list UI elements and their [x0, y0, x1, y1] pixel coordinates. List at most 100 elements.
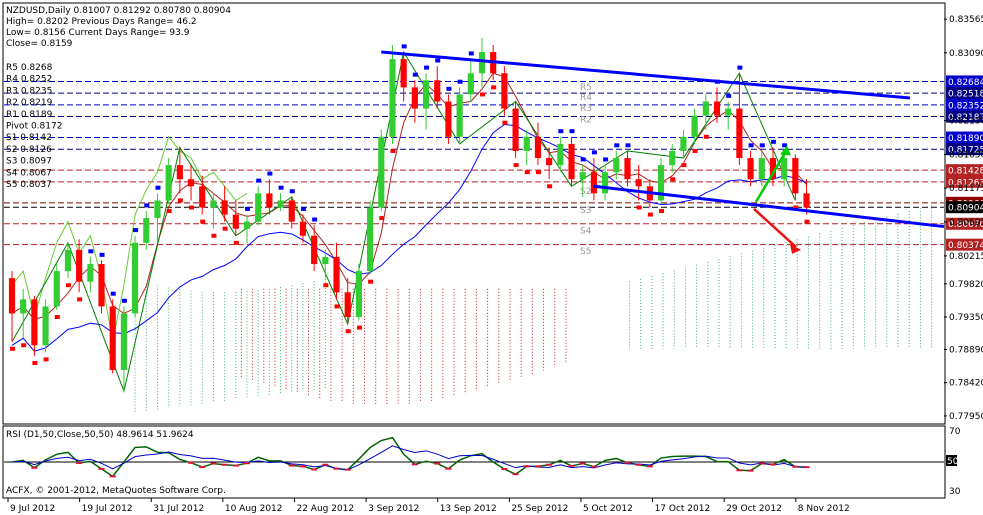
psar-dot — [245, 206, 250, 211]
candle-body — [635, 179, 642, 187]
y-tick-label: 0.79820 — [949, 280, 983, 290]
rsi-tick-30: 30 — [949, 487, 961, 497]
psar-dot — [647, 212, 653, 217]
psar-dot — [591, 150, 597, 155]
psar-dot — [480, 92, 485, 97]
psar-dot — [256, 178, 262, 183]
price-tag-text: 0.80374 — [948, 241, 983, 251]
candle-body — [657, 165, 665, 201]
pivot-corner-label: R3 0.8235 — [6, 86, 52, 96]
psar-dot — [289, 189, 295, 194]
candle-body — [132, 242, 139, 314]
pivot-inner-label: S3 — [580, 206, 591, 216]
psar-dot — [312, 217, 318, 222]
candle-body — [31, 299, 38, 346]
symbol-line: NZDUSD,Daily 0.81007 0.81292 0.80780 0.8… — [6, 6, 231, 16]
psar-dot — [636, 205, 642, 210]
candle-body — [792, 158, 799, 194]
psar-dot — [748, 143, 754, 148]
x-tick-label: 10 Aug 2012 — [225, 504, 283, 514]
pivot-corner-label: S5 0.8037 — [6, 180, 52, 190]
psar-dot — [88, 249, 94, 254]
candle-body — [221, 200, 228, 215]
psar-dot — [379, 216, 385, 221]
main-panel-frame — [2, 2, 946, 425]
candle-body — [769, 158, 777, 180]
candle-body — [143, 218, 150, 243]
psar-dot — [323, 283, 329, 288]
psar-dot — [110, 291, 116, 296]
rsi-line — [11, 436, 807, 478]
y-tick-label: 0.81650 — [949, 151, 983, 161]
candle-body — [243, 221, 251, 229]
x-tick-label: 13 Sep 2012 — [440, 504, 497, 514]
candle-body — [355, 271, 362, 318]
rsi-value-tag-text: 50 — [947, 457, 959, 467]
candle-body — [389, 59, 396, 137]
candle-body — [478, 52, 486, 74]
candle-body — [725, 108, 732, 116]
candle-body — [53, 271, 60, 307]
psar-dot — [770, 139, 776, 144]
pivot-inner-label: R2 — [580, 115, 592, 125]
psar-dot — [446, 86, 452, 91]
y-tick-label: 0.82130 — [949, 117, 983, 127]
y-axis: 0.83565 0.83090 0.82130 0.81650 0.81175 0.806… — [944, 15, 983, 422]
ichimoku-cloud — [134, 205, 933, 413]
rsi-signal-line — [11, 445, 807, 471]
low-line: Low= 0.8156 Current Days Range= 93.9 — [6, 28, 190, 38]
psar-dot — [133, 228, 139, 233]
pivot-inner-label: R5 — [580, 83, 592, 93]
pivot-corner-label: S3 0.8097 — [6, 157, 52, 167]
psar-dot — [368, 279, 374, 284]
psar-dot — [345, 329, 351, 334]
candle-body — [512, 108, 519, 151]
psar-dot — [200, 219, 206, 224]
psar-dot — [737, 65, 743, 70]
psar-dot — [412, 72, 418, 77]
candle-body — [8, 278, 16, 314]
close-line: Close= 0.8159 — [6, 39, 73, 49]
rsi-panel-frame — [2, 425, 946, 499]
psar-dot — [189, 205, 195, 210]
rsi-label: RSI (D1,50,Close,50,50) 48.9614 51.9624 — [6, 430, 194, 440]
psar-dot — [457, 79, 463, 84]
candle-body — [288, 200, 295, 222]
price-tag-text: 0.81263 — [948, 178, 983, 188]
x-tick-label: 22 Aug 2012 — [296, 504, 354, 514]
psar-dot — [782, 143, 788, 148]
candle-body — [546, 158, 553, 166]
candle-body — [602, 172, 609, 194]
y-tick-label: 0.80215 — [949, 252, 983, 262]
pivot-corner-label: Pivot 0.8172 — [6, 122, 62, 132]
psar-dot — [793, 205, 799, 210]
candle-body — [333, 256, 340, 293]
candle-body — [669, 150, 676, 166]
x-tick-label: 29 Oct 2012 — [726, 504, 782, 514]
candle-body — [590, 172, 597, 194]
candle-body — [781, 158, 788, 180]
candle-body — [713, 101, 721, 116]
y-tick-label: 0.78420 — [949, 379, 983, 389]
candle-body — [803, 193, 810, 208]
psar-dot — [233, 240, 239, 245]
price-tag — [946, 87, 983, 100]
psar-dot — [558, 129, 564, 134]
psar-dot — [625, 143, 631, 148]
y-tick-label: 0.83565 — [949, 15, 983, 25]
y-tick-label: 0.78890 — [949, 346, 983, 356]
psar-dot — [603, 157, 609, 162]
psar-dot — [334, 304, 340, 309]
psar-dot — [211, 233, 217, 238]
price-tag — [946, 110, 983, 123]
candle-body — [691, 115, 698, 137]
rsi-lines — [4, 436, 944, 478]
candle-body — [579, 172, 586, 180]
psar-dot — [99, 252, 105, 257]
bull-arrowhead — [780, 145, 791, 156]
psar-dot — [659, 209, 665, 214]
pivot-corner-label: S4 0.8067 — [6, 168, 52, 178]
pivot-inner-label: R4 — [580, 93, 592, 103]
